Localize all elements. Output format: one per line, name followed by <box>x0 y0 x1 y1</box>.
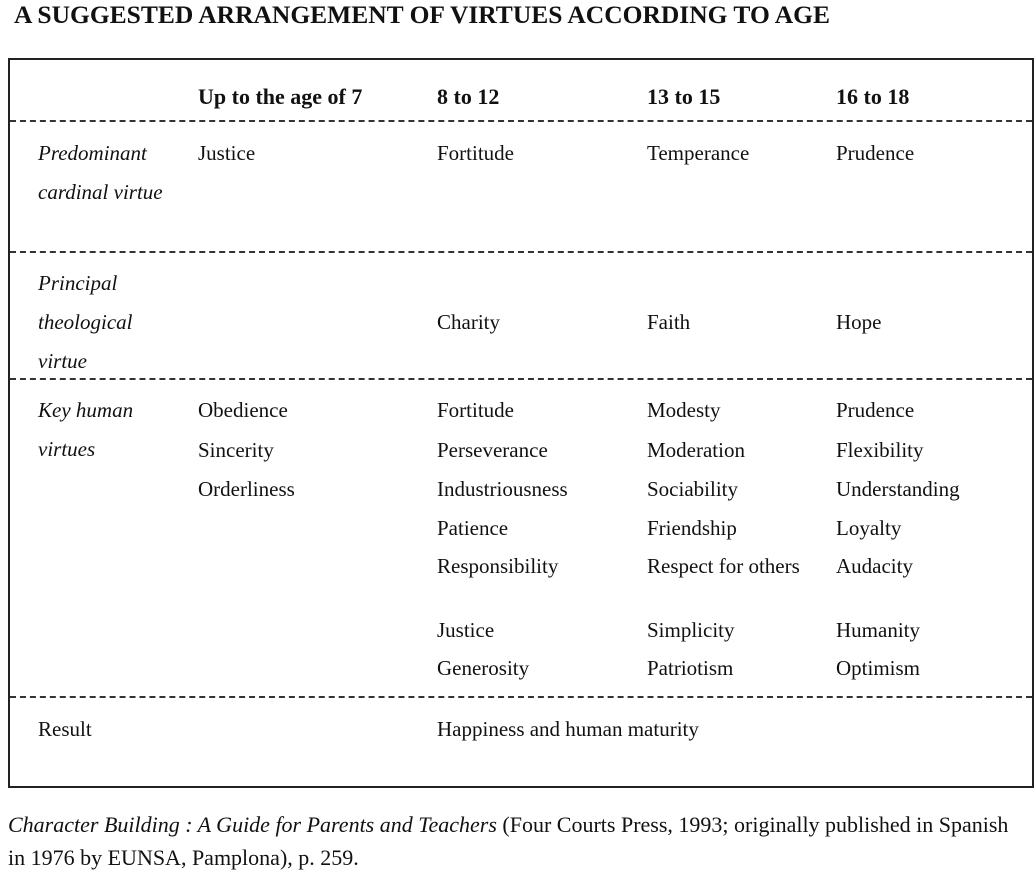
row-label: Predominant cardinal virtue <box>38 141 163 204</box>
cell-text: Generosity <box>437 656 530 680</box>
cell-text: Patriotism <box>647 656 734 680</box>
cell-text: Charity <box>437 310 500 334</box>
row-label: Principal theological virtue <box>38 271 133 373</box>
separator <box>10 251 1032 253</box>
cell-text: Audacity <box>836 554 913 578</box>
title: A SUGGESTED ARRANGEMENT OF VIRTUES ACCOR… <box>14 0 830 29</box>
cell-text: Temperance <box>647 141 750 165</box>
cell-text: Justice <box>198 141 256 165</box>
separator <box>10 120 1032 122</box>
row-label: Key human virtues <box>38 398 134 461</box>
cell-text: Hope <box>836 310 882 334</box>
citation-details: (Four Courts Press, 1993; originally pub… <box>8 812 1009 870</box>
cell-text: Understanding <box>836 477 960 501</box>
cell-text: Optimism <box>836 656 921 680</box>
cell-text: Happiness and human maturity <box>437 717 699 741</box>
row-label: Result <box>38 717 92 741</box>
cell-text: Patience <box>437 516 509 540</box>
citation: Character Building : A Guide for Parents… <box>8 808 1018 874</box>
cell-text: Respect for others <box>647 554 800 578</box>
cell-text: Responsibility <box>437 554 559 578</box>
cell-text: Friendship <box>647 516 737 540</box>
cell-text: Faith <box>647 310 691 334</box>
citation-title: Character Building : A Guide for Parents… <box>8 812 497 837</box>
cell-text: Simplicity <box>647 618 735 642</box>
separator <box>10 378 1032 380</box>
cell-text: Humanity <box>836 618 920 642</box>
separator <box>10 696 1032 698</box>
column-header: Up to the age of 7 <box>198 84 363 109</box>
column-header: 8 to 12 <box>437 84 500 109</box>
cell-text: Sociability <box>647 477 738 501</box>
cell-text: Fortitude <box>437 141 514 165</box>
cell-text: Fortitude <box>437 398 514 422</box>
cell-text: Obedience <box>198 398 288 422</box>
cell-text: Prudence <box>836 141 915 165</box>
cell-text: Sincerity <box>198 438 274 462</box>
cell-text: Modesty <box>647 398 721 422</box>
column-header: 13 to 15 <box>647 84 721 109</box>
cell-text: Orderliness <box>198 477 295 501</box>
column-header: 16 to 18 <box>836 84 910 109</box>
cell-text: Loyalty <box>836 516 902 540</box>
cell-text: Flexibility <box>836 438 924 462</box>
cell-text: Industriousness <box>437 477 568 501</box>
table-frame <box>8 58 1034 788</box>
cell-text: Perseverance <box>437 438 548 462</box>
cell-text: Justice <box>437 618 495 642</box>
cell-text: Prudence <box>836 398 915 422</box>
cell-text: Moderation <box>647 438 745 462</box>
